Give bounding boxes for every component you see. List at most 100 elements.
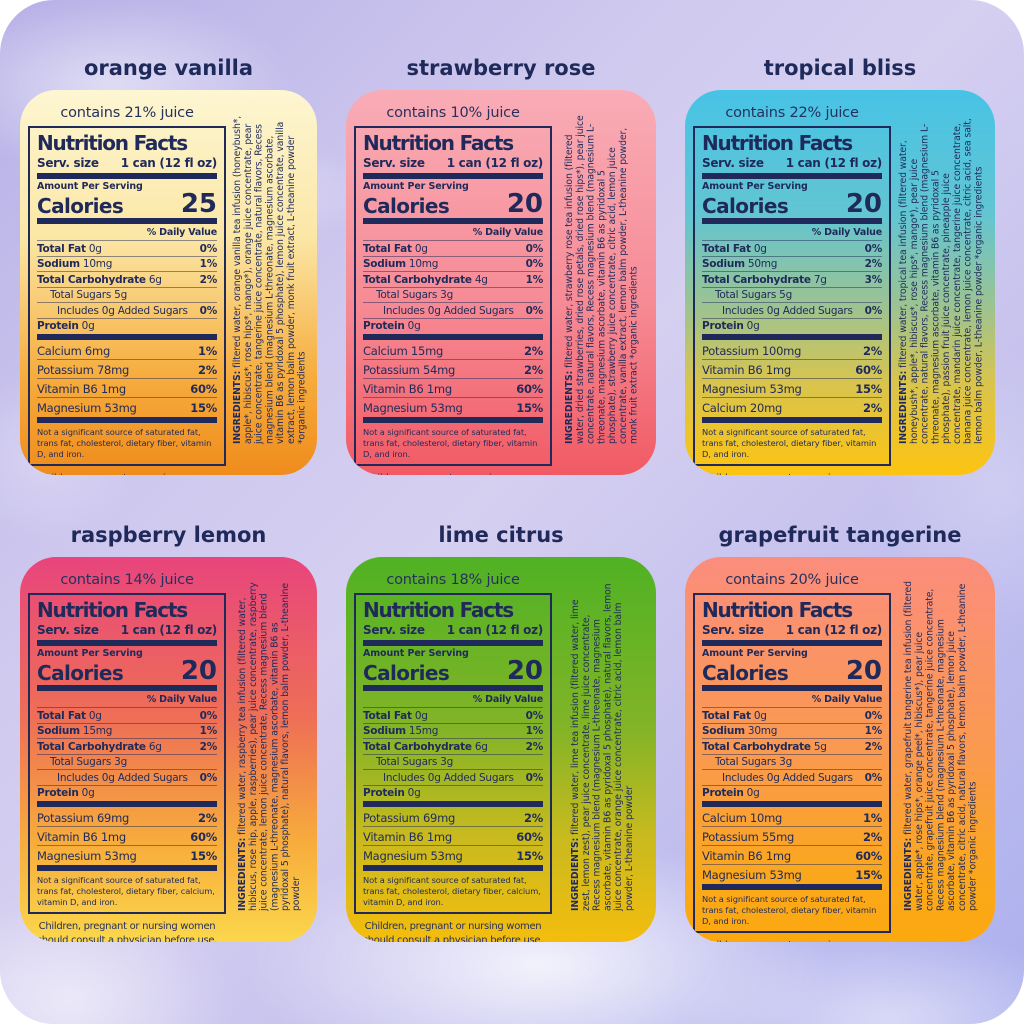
nutrient-row: Includes 0g Added Sugars 0% — [702, 302, 882, 318]
mineral-row: Potassium 55mg 2% — [702, 826, 882, 845]
divider-bar — [702, 685, 882, 692]
divider-bar — [37, 417, 217, 424]
ingredients-body: filtered water, grapefruit tangerine tea… — [903, 581, 979, 911]
mineral-rows: Calcium 6mg 1% Potassium 78mg 2% Vitamin B6 … — [37, 341, 217, 416]
calories-value: 25 — [180, 189, 217, 219]
nutrient-row: Total Fat 0g 0% — [363, 240, 543, 256]
serving-size-value: 1 can (12 fl oz) — [785, 623, 883, 637]
calories-value: 20 — [845, 189, 882, 219]
divider-bar — [702, 801, 882, 808]
nutrient-row: Sodium 10mg 1% — [37, 255, 217, 272]
serving-size-label: Serv. size — [702, 623, 764, 637]
divider-bar — [37, 801, 217, 808]
flavor-title: lime citrus — [438, 523, 564, 547]
nutrition-facts-title: Nutrition Facts — [37, 598, 188, 622]
nutrition-facts-panel: Nutrition Facts Serv. size 1 can (12 fl … — [354, 593, 552, 915]
mineral-row: Calcium 15mg 2% — [363, 343, 543, 358]
warning-text: Children, pregnant or nursing women shou… — [693, 939, 891, 942]
nutrition-label-card: contains 22% juice Nutrition Facts Serv.… — [685, 90, 995, 475]
mineral-row: Potassium 78mg 2% — [37, 359, 217, 378]
mineral-rows: Calcium 15mg 2% Potassium 54mg 2% Vitamin B6… — [363, 341, 543, 416]
divider-bar — [702, 173, 882, 179]
nutrient-row: Includes 0g Added Sugars 0% — [702, 769, 882, 785]
nutrient-row: Total Fat 0g 0% — [37, 240, 217, 256]
ingredients-column: INGREDIENTS: filtered water, tropical te… — [891, 114, 993, 444]
serving-size-row: Serv. size 1 can (12 fl oz) — [702, 623, 882, 637]
nutrient-row: Includes 0g Added Sugars 0% — [363, 302, 543, 318]
calories-value: 20 — [845, 656, 882, 686]
nutrient-row: Sodium 10mg 0% — [363, 255, 543, 272]
divider-bar — [702, 218, 882, 225]
nutrient-row: Sodium 15mg 1% — [363, 722, 543, 739]
nutrition-facts-title: Nutrition Facts — [702, 131, 853, 155]
nutrient-rows: Total Fat 0g 0% Sodium 50mg 2% Total Carbohy… — [702, 240, 882, 333]
calories-label: Calories — [363, 194, 450, 219]
serving-size-row: Serv. size 1 can (12 fl oz) — [37, 156, 217, 170]
amount-per-serving-label: Amount Per Serving — [363, 181, 469, 192]
nutrient-row: Total Carbohydrate 5g 2% — [702, 738, 882, 754]
label-main-column: contains 20% juice Nutrition Facts Serv.… — [693, 569, 891, 942]
nutrient-rows: Total Fat 0g 0% Sodium 15mg 1% Total Carbohy… — [363, 707, 543, 800]
nutrient-row: Total Fat 0g 0% — [363, 707, 543, 723]
divider-bar — [37, 334, 217, 341]
serving-size-label: Serv. size — [363, 156, 425, 170]
calories-value: 20 — [180, 656, 217, 686]
serving-size-row: Serv. size 1 can (12 fl oz) — [363, 623, 543, 637]
nutrient-row: Protein 0g — [37, 784, 217, 801]
nutrient-row: Sodium 30mg 1% — [702, 722, 882, 739]
nutrient-row: Total Sugars 3g — [363, 286, 543, 303]
mineral-row: Vitamin B6 1mg 60% — [363, 826, 543, 845]
daily-value-header: % Daily Value — [146, 694, 217, 706]
divider-bar — [37, 685, 217, 692]
footnote-text: Not a significant source of saturated fa… — [37, 875, 215, 907]
divider-bar — [363, 640, 543, 646]
amount-per-serving-label: Amount Per Serving — [702, 648, 808, 659]
mineral-row: Potassium 69mg 2% — [37, 810, 217, 825]
amount-per-serving-label: Amount Per Serving — [702, 181, 808, 192]
flavor-title: grapefruit tangerine — [718, 523, 962, 547]
nutrition-facts-title: Nutrition Facts — [702, 598, 853, 622]
juice-content-text: contains 14% juice — [60, 572, 194, 588]
serving-size-label: Serv. size — [363, 623, 425, 637]
flavor-title: orange vanilla — [83, 56, 254, 80]
warning-text: Children, pregnant or nursing women shou… — [354, 472, 552, 475]
calories-label: Calories — [702, 194, 789, 219]
footnote-text: Not a significant source of saturated fa… — [363, 875, 541, 907]
label-grid: orange vanilla contains 21% juice Nutrit… — [20, 56, 995, 942]
flavor-section-grapefruit-tangerine: grapefruit tangerine contains 20% juice … — [685, 523, 995, 942]
calories-row: Calories 20 — [702, 656, 882, 686]
warning-text: Children, pregnant or nursing women shou… — [28, 472, 226, 475]
nutrition-facts-title: Nutrition Facts — [363, 131, 514, 155]
warning-text: Children, pregnant or nursing women shou… — [693, 472, 891, 475]
divider-bar — [37, 173, 217, 179]
calories-label: Calories — [702, 661, 789, 686]
mineral-row: Vitamin B6 1mg 60% — [37, 378, 217, 397]
juice-content-text: contains 20% juice — [725, 572, 859, 588]
mineral-row: Vitamin B6 1mg 60% — [702, 359, 882, 378]
ingredients-text: INGREDIENTS: filtered water, orange vani… — [231, 114, 308, 444]
divider-bar — [37, 218, 217, 225]
ingredients-text: INGREDIENTS: filtered water, lime tea in… — [570, 581, 636, 911]
ingredients-label: INGREDIENTS: — [897, 370, 909, 444]
nutrient-row: Total Sugars 3g — [363, 753, 543, 770]
nutrition-label-card: contains 14% juice Nutrition Facts Serv.… — [20, 557, 317, 942]
ingredients-body: filtered water, orange vanilla tea infus… — [231, 115, 308, 444]
nutrient-row: Total Carbohydrate 4g 1% — [363, 271, 543, 287]
ingredients-label: INGREDIENTS: — [564, 370, 576, 444]
daily-value-header: % Daily Value — [146, 227, 217, 239]
nutrient-row: Total Sugars 5g — [37, 286, 217, 303]
nutrition-facts-panel: Nutrition Facts Serv. size 1 can (12 fl … — [693, 593, 891, 934]
mineral-row: Vitamin B6 1mg 60% — [702, 845, 882, 864]
mineral-rows: Potassium 100mg 2% Vitamin B6 1mg 60% Magnes… — [702, 341, 882, 416]
juice-content-text: contains 18% juice — [386, 572, 520, 588]
divider-bar — [363, 334, 543, 341]
nutrition-facts-panel: Nutrition Facts Serv. size 1 can (12 fl … — [354, 126, 552, 467]
mineral-row: Magnesium 53mg 15% — [37, 845, 217, 864]
mineral-row: Magnesium 53mg 15% — [363, 397, 543, 416]
mineral-row: Magnesium 53mg 15% — [702, 378, 882, 397]
calories-row: Calories 20 — [37, 656, 217, 686]
nutrient-row: Protein 0g — [37, 317, 217, 334]
flavor-title: strawberry rose — [406, 56, 596, 80]
label-main-column: contains 22% juice Nutrition Facts Serv.… — [693, 102, 891, 475]
